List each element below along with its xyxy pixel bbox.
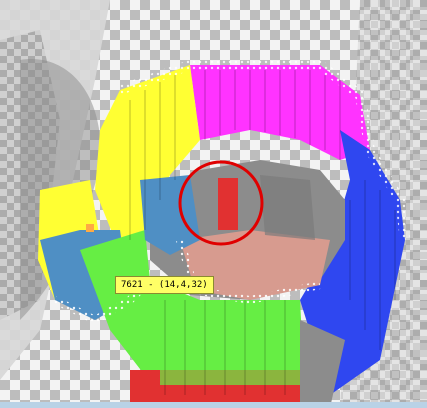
inner-red-column[interactable] (218, 178, 238, 230)
blue-segment[interactable] (300, 130, 405, 395)
yellow-segment[interactable] (95, 65, 200, 240)
voxel-info-tooltip: 7621 - (14,4,32) (115, 276, 214, 294)
top-rim (118, 60, 410, 241)
inner-rim (176, 238, 321, 305)
magenta-segment[interactable] (190, 65, 370, 160)
voxel-grid-lines (129, 70, 396, 395)
inner-floor[interactable] (180, 230, 330, 300)
inner-blue-wall[interactable] (140, 175, 200, 255)
green-segment[interactable] (80, 230, 305, 395)
inner-step (260, 175, 315, 240)
selection-ring[interactable] (178, 160, 264, 246)
bottom-status-strip (0, 402, 427, 408)
gray-base-segment[interactable] (300, 320, 345, 408)
green-band (160, 360, 300, 385)
picked-voxel-marker[interactable] (86, 224, 94, 232)
